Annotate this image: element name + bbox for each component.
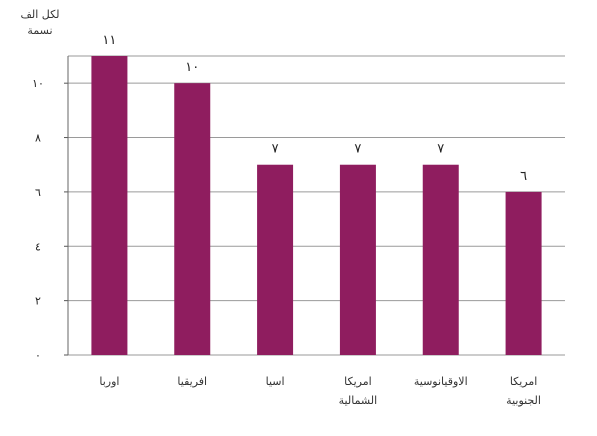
x-category-label: الاوقيانوسية bbox=[414, 375, 468, 388]
bars bbox=[91, 56, 542, 355]
x-category-label: افريقيا bbox=[177, 375, 207, 388]
x-category-label: امريكا bbox=[344, 375, 372, 388]
y-tick-label: ٨ bbox=[35, 132, 41, 145]
bar bbox=[91, 56, 128, 355]
x-category-label: اسيا bbox=[266, 375, 285, 388]
data-label: ١٠ bbox=[185, 60, 199, 75]
data-labels: ١١ ١٠ ٧ ٧ ٧ ٦ bbox=[102, 33, 527, 184]
x-category-label: الجنوبية bbox=[506, 394, 541, 407]
bar bbox=[505, 191, 542, 355]
x-axis-labels: اوربا افريقيا اسيا امريكا الشمالية الاوقيانوس… bbox=[99, 375, 541, 407]
y-tick-label: ١٠ bbox=[32, 77, 44, 90]
bar bbox=[257, 164, 294, 355]
x-category-label: امريكا bbox=[510, 375, 538, 388]
gridlines bbox=[68, 55, 565, 356]
x-category-label: الشمالية bbox=[339, 394, 378, 407]
data-label: ٦ bbox=[520, 169, 527, 184]
bar bbox=[339, 164, 376, 355]
data-label: ١١ bbox=[102, 33, 116, 48]
y-tick-label: ٠ bbox=[35, 349, 41, 362]
y-unit-label-line: نسمة bbox=[27, 24, 52, 37]
bar bbox=[422, 164, 459, 355]
x-category-label: اوربا bbox=[99, 375, 119, 388]
bar bbox=[174, 83, 211, 355]
y-axis-ticks: ٠ ٢ ٤ ٦ ٨ ١٠ bbox=[32, 77, 68, 362]
y-tick-label: ٢ bbox=[35, 295, 41, 308]
y-tick-label: ٦ bbox=[35, 186, 41, 199]
data-label: ٧ bbox=[354, 142, 361, 157]
data-label: ٧ bbox=[272, 142, 279, 157]
y-tick-label: ٤ bbox=[35, 240, 41, 253]
y-unit-label-line: لكل الف bbox=[20, 8, 59, 21]
data-label: ٧ bbox=[437, 142, 444, 157]
y-axis-unit-label: لكل الف نسمة bbox=[20, 8, 59, 37]
